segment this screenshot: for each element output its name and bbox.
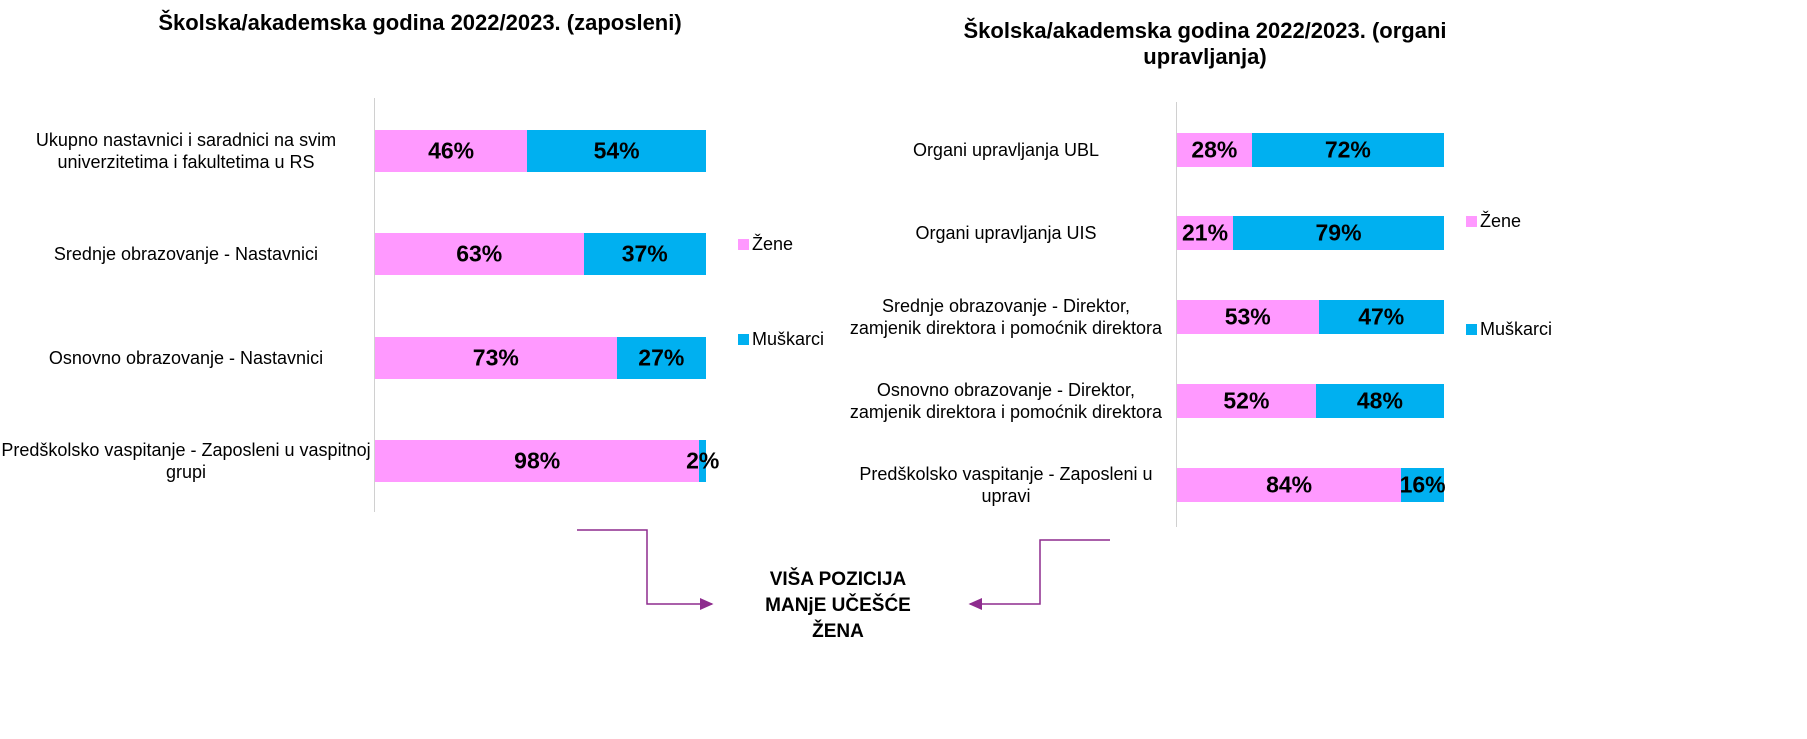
bar-segment — [1177, 384, 1316, 418]
category-axis — [374, 98, 375, 512]
legend-swatch — [738, 334, 749, 345]
bar-segment — [1177, 216, 1234, 250]
category-label: Organi upravljanja UBL — [912, 140, 1100, 160]
bar-segment — [1233, 216, 1444, 250]
data-label: 72% — [1324, 136, 1371, 163]
category-axis — [1176, 102, 1177, 527]
data-label: 46% — [428, 137, 475, 164]
bar-segment — [375, 440, 700, 482]
bar-segment — [699, 440, 706, 482]
data-label: 21% — [1182, 219, 1229, 246]
bar-segment — [1177, 300, 1319, 334]
legend-label: Muškarci — [752, 329, 825, 349]
bar-segment — [1401, 468, 1444, 502]
category-label: Srednje obrazovanje - Nastavnici — [53, 244, 319, 264]
data-label: 63% — [456, 240, 503, 267]
bar-segment — [1177, 468, 1402, 502]
annotation-line: VIŠA POZICIJA — [769, 569, 907, 590]
category-label: Predškolsko vaspitanje - Zaposleni u upr… — [859, 464, 1153, 506]
bar-segment — [1315, 384, 1444, 418]
category-label: Osnovno obrazovanje - Nastavnici — [48, 348, 324, 368]
legend-label: Muškarci — [1480, 319, 1553, 339]
data-label: 73% — [472, 344, 519, 371]
annotation-line: ŽENA — [812, 621, 864, 642]
annotation-line: MANjE UČEŠĆE — [765, 595, 911, 616]
legend-swatch — [1466, 216, 1477, 227]
chart-title: Školska/akademska godina 2022/2023. (org… — [963, 18, 1447, 69]
arrow-right — [968, 539, 1110, 610]
annotation: VIŠA POZICIJA MANjE UČEŠĆE ŽENA — [738, 567, 938, 645]
data-label: 37% — [621, 240, 668, 267]
bar-segment — [527, 130, 706, 172]
bar-segment — [375, 337, 617, 379]
data-label: 27% — [638, 344, 685, 371]
data-label: 79% — [1315, 219, 1362, 246]
legend-swatch — [1466, 324, 1477, 335]
category-label: Osnovno obrazovanje - Direktor, zamjenik… — [849, 380, 1163, 422]
legend-item: Žene — [1466, 211, 1521, 232]
arrow-left — [577, 529, 714, 610]
legend-item: Žene — [738, 234, 793, 255]
data-label: 84% — [1266, 471, 1313, 498]
data-label: 53% — [1224, 303, 1271, 330]
bar-segment — [616, 337, 706, 379]
bar-segment — [1177, 133, 1252, 167]
bar-segment — [375, 233, 584, 275]
bar-segment — [583, 233, 706, 275]
legend-item: Muškarci — [738, 329, 824, 350]
data-label: 54% — [593, 137, 640, 164]
data-label: 52% — [1223, 387, 1270, 414]
data-label: 98% — [514, 447, 561, 474]
legend-item: Muškarci — [1466, 319, 1552, 340]
chart-title: Školska/akademska godina 2022/2023. (zap… — [158, 10, 682, 35]
data-label: 28% — [1191, 136, 1238, 163]
data-label: 16% — [1399, 471, 1446, 498]
legend-label: Žene — [752, 234, 794, 254]
bar-segment — [375, 130, 528, 172]
category-label: Srednje obrazovanje - Direktor, zamjenik… — [849, 296, 1163, 338]
legend-label: Žene — [1480, 211, 1522, 231]
category-label: Organi upravljanja UIS — [915, 223, 1097, 243]
bar-segment — [1251, 133, 1444, 167]
data-label: 48% — [1356, 387, 1403, 414]
data-label: 47% — [1358, 303, 1405, 330]
legend-swatch — [738, 239, 749, 250]
category-label: Predškolsko vaspitanje - Zaposleni u vas… — [1, 440, 371, 482]
bar-segment — [1318, 300, 1444, 334]
category-label: Ukupno nastavnici i saradnici na svim un… — [35, 130, 337, 172]
data-label: 2% — [686, 447, 720, 474]
